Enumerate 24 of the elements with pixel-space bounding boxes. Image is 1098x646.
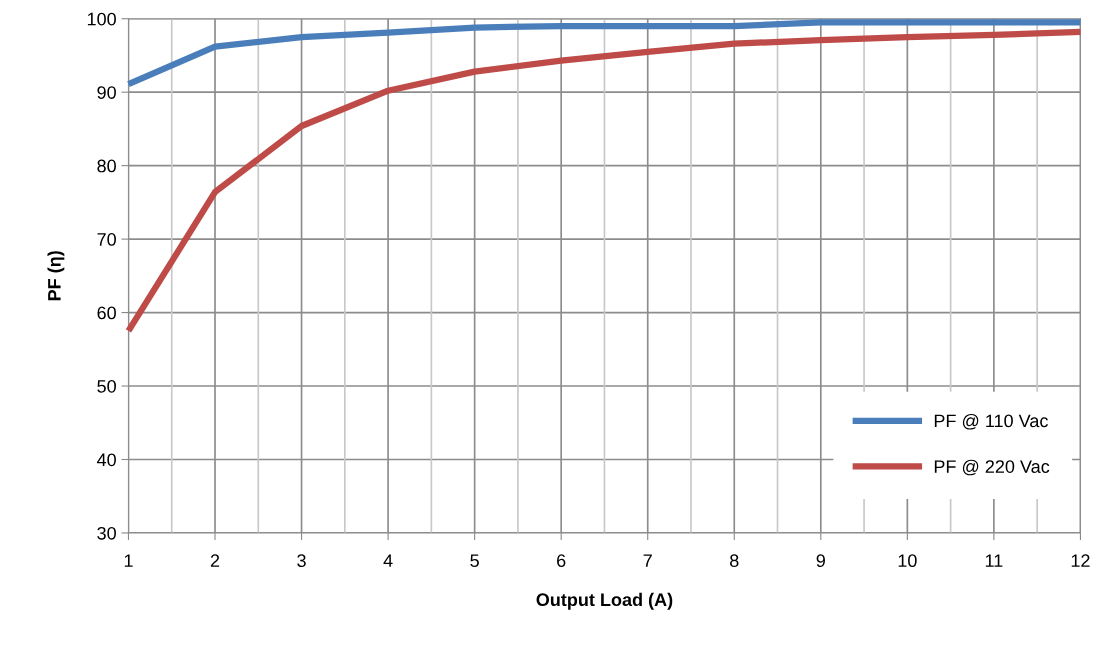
x-tick-label: 1 xyxy=(124,554,133,567)
x-tick-label: 10 xyxy=(898,554,917,568)
y-tick-label: 70 xyxy=(97,233,116,246)
y-tick-label: 50 xyxy=(97,379,116,393)
x-tick-label: 6 xyxy=(557,554,566,568)
legend-label: PF @ 220 Vac xyxy=(934,459,1050,476)
x-tick-label: 2 xyxy=(210,554,220,567)
x-tick-label: 5 xyxy=(470,554,479,568)
x-tick-label: 12 xyxy=(1071,554,1090,567)
y-tick-label: 40 xyxy=(96,453,116,467)
x-tick-label: 9 xyxy=(816,554,825,568)
y-tick-label: 80 xyxy=(97,159,116,173)
x-tick-label: 4 xyxy=(383,554,393,567)
y-axis-title: PF (η) xyxy=(47,251,65,301)
x-tick-label: 7 xyxy=(643,554,652,567)
x-tick-label: 3 xyxy=(297,554,306,568)
y-tick-label: 30 xyxy=(97,526,116,540)
y-tick-label: 90 xyxy=(97,86,116,99)
legend-label: PF @ 110 Vac xyxy=(934,413,1048,430)
y-tick-label: 60 xyxy=(97,306,116,320)
x-tick-label: 8 xyxy=(730,554,739,568)
y-tick-label: 100 xyxy=(87,12,116,26)
x-axis-title: Output Load (A) xyxy=(536,592,673,610)
x-tick-label: 11 xyxy=(985,554,1003,567)
